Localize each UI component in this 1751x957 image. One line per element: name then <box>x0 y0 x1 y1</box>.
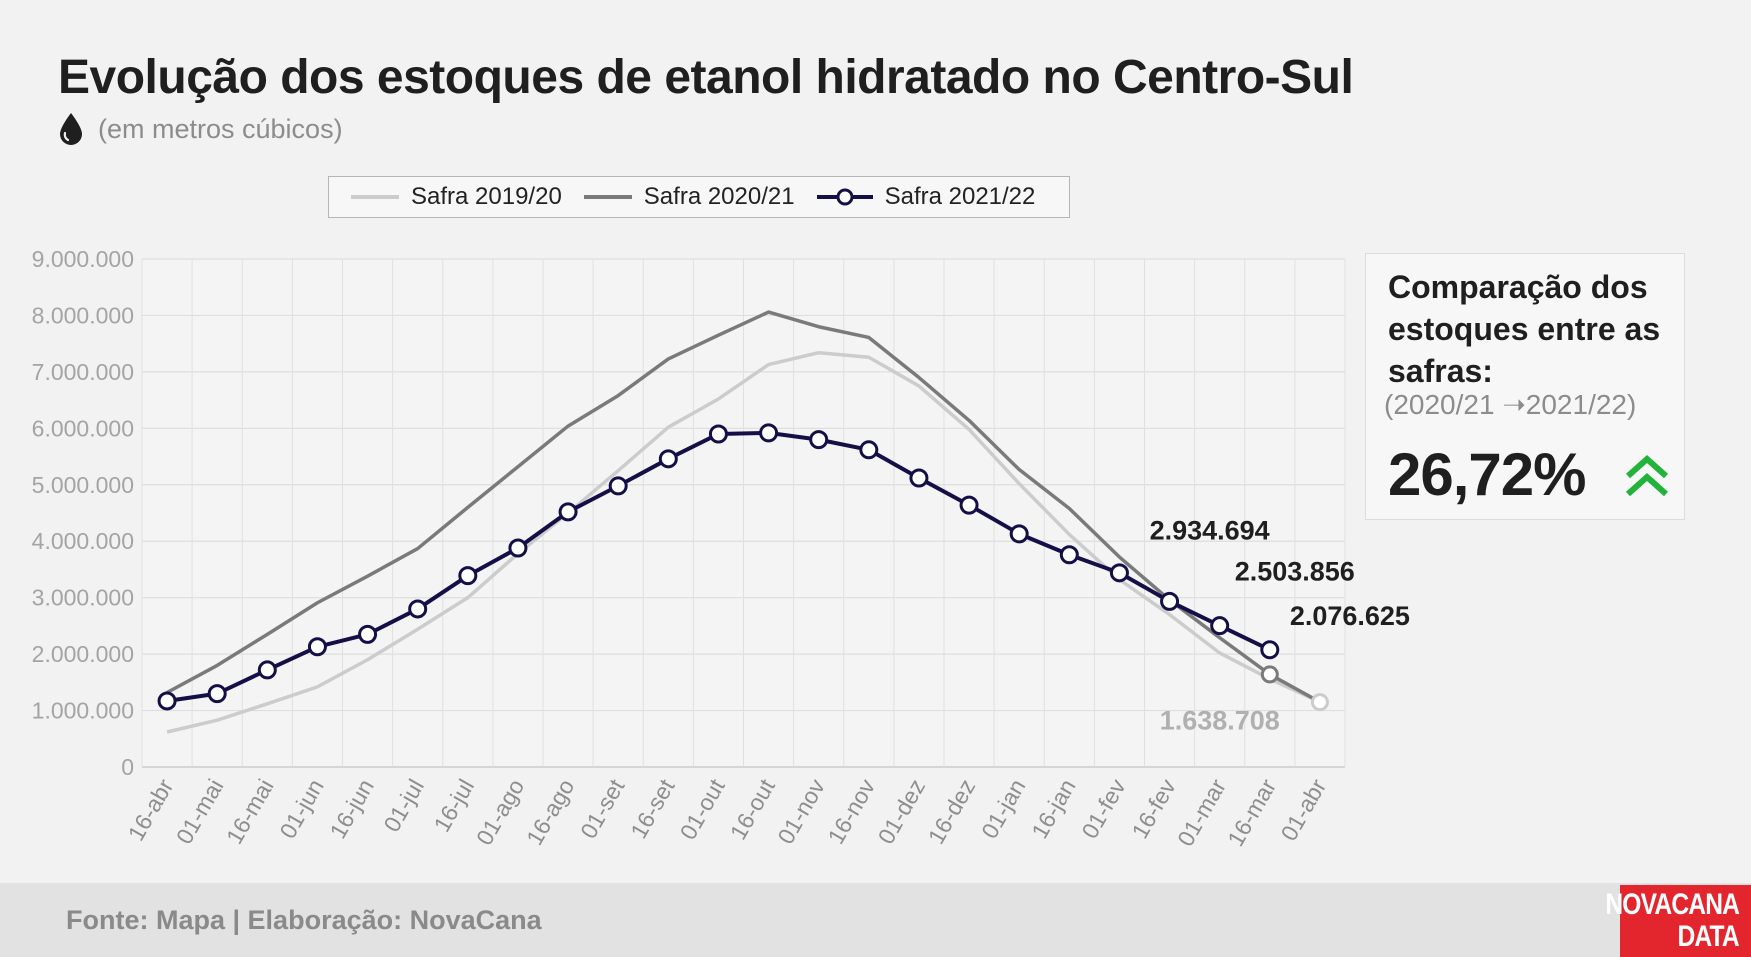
x-tick-label: 01-mar <box>1172 774 1231 850</box>
series-point <box>658 449 678 469</box>
footer-bar: Fonte: Mapa | Elaboração: NovaCana <box>0 883 1751 957</box>
logo-line2: DATA <box>1677 920 1740 953</box>
comparison-panel: Comparação dos estoques entre as safras:… <box>1365 253 1685 520</box>
series-point <box>1009 524 1029 544</box>
chart-legend: Safra 2019/20 Safra 2020/21 Safra 2021/2… <box>328 176 1070 218</box>
x-tick-label: 01-mai <box>171 775 229 849</box>
x-tick-label: 01-jul <box>378 775 429 837</box>
series-point <box>1160 591 1180 611</box>
series-line <box>166 350 1321 734</box>
series-point <box>458 566 478 586</box>
series-point <box>1210 616 1230 636</box>
data-label: 2.934.694 <box>1150 515 1270 545</box>
series-line <box>166 310 1321 704</box>
series-point <box>708 424 728 444</box>
series-point <box>558 502 578 522</box>
y-tick-label: 5.000.000 <box>32 472 134 498</box>
y-tick-label: 2.000.000 <box>32 641 134 667</box>
x-tick-label: 16-fev <box>1126 774 1181 843</box>
data-label: 2.503.856 <box>1235 557 1355 587</box>
chart-title: Evolução dos estoques de etanol hidratad… <box>58 51 1354 104</box>
y-tick-label: 1.000.000 <box>32 698 134 724</box>
y-tick-label: 8.000.000 <box>32 302 134 328</box>
x-tick-label: 01-abr <box>1275 774 1331 845</box>
x-tick-label: 16-set <box>625 774 680 843</box>
y-tick-label: 6.000.000 <box>32 415 134 441</box>
x-tick-label: 16-nov <box>822 774 880 848</box>
y-tick-label: 7.000.000 <box>32 359 134 385</box>
legend-label-2021-22: Safra 2021/22 <box>884 183 1036 210</box>
series-point <box>909 468 929 488</box>
series-point <box>1059 545 1079 565</box>
x-tick-label: 16-out <box>725 774 780 844</box>
y-tick-label: 4.000.000 <box>32 528 134 554</box>
series-point <box>358 624 378 644</box>
comparison-title: Comparação dos estoques entre as safras: <box>1388 269 1661 389</box>
logo-line1: NOVACANA <box>1605 888 1740 921</box>
x-tick-label: 01-nov <box>772 774 830 848</box>
series-point <box>608 476 628 496</box>
x-tick-label: 16-dez <box>923 775 981 849</box>
x-tick-label: 01-jun <box>274 775 328 843</box>
legend-item-2021-22: Safra 2021/22 <box>815 183 1036 211</box>
comparison-period: (2020/21 ➝2021/22) <box>1384 389 1637 420</box>
double-chevron-up-icon <box>1625 454 1669 497</box>
series-point <box>408 599 428 619</box>
x-tick-label: 16-ago <box>521 775 579 850</box>
x-tick-label: 01-dez <box>873 775 931 849</box>
data-label: 2.076.625 <box>1290 601 1410 631</box>
series-end-marker <box>1260 665 1279 684</box>
comparison-value: 26,72% <box>1388 441 1586 508</box>
legend-line-2020-21 <box>583 195 632 199</box>
x-tick-label: 01-out <box>675 774 730 844</box>
series-end-marker <box>1310 693 1329 712</box>
data-label: 1.638.708 <box>1160 705 1280 735</box>
novacana-data-logo: NOVACANA DATA <box>1605 885 1751 957</box>
x-tick-label: 01-set <box>575 774 630 843</box>
subtitle-row: (em metros cúbicos) <box>58 112 343 146</box>
x-tick-label: 16-jan <box>1026 775 1080 843</box>
legend-item-2019-20: Safra 2019/20 <box>349 183 562 211</box>
series-point <box>307 637 327 657</box>
x-tick-label: 16-jul <box>428 775 479 837</box>
y-tick-label: 3.000.000 <box>32 585 134 611</box>
legend-label-2020-21: Safra 2020/21 <box>643 183 795 210</box>
series-point <box>508 538 528 558</box>
chart-subtitle: (em metros cúbicos) <box>98 113 343 144</box>
legend-item-2020-21: Safra 2020/21 <box>582 183 795 211</box>
x-tick-label: 16-jun <box>324 775 378 843</box>
x-tick-label: 01-fev <box>1076 774 1131 843</box>
series-point <box>207 684 227 704</box>
series-point <box>1260 640 1280 660</box>
droplet-icon <box>60 113 82 145</box>
x-tick-label: 01-ago <box>471 775 529 850</box>
legend-label-2019-20: Safra 2019/20 <box>411 183 562 210</box>
source-note: Fonte: Mapa | Elaboração: NovaCana <box>66 905 542 935</box>
series-point <box>859 440 879 460</box>
series-point <box>959 495 979 515</box>
x-tick-label: 16-mai <box>221 775 279 849</box>
series-point <box>157 691 177 711</box>
legend-line-2021-22 <box>816 188 873 206</box>
x-tick-label: 16-abr <box>123 774 179 845</box>
series-point <box>809 430 829 450</box>
y-tick-label: 0 <box>121 754 134 780</box>
x-tick-label: 01-jan <box>976 775 1030 843</box>
legend-line-2019-20 <box>351 195 399 199</box>
series-point <box>257 660 277 680</box>
series-point <box>759 423 779 443</box>
y-tick-label: 9.000.000 <box>32 246 134 272</box>
line-chart: 0 1.000.000 2.000.000 3.000.000 4.000.000 5.0… <box>32 246 1410 851</box>
x-tick-label: 16-mar <box>1222 774 1281 850</box>
series-point <box>1109 563 1129 583</box>
